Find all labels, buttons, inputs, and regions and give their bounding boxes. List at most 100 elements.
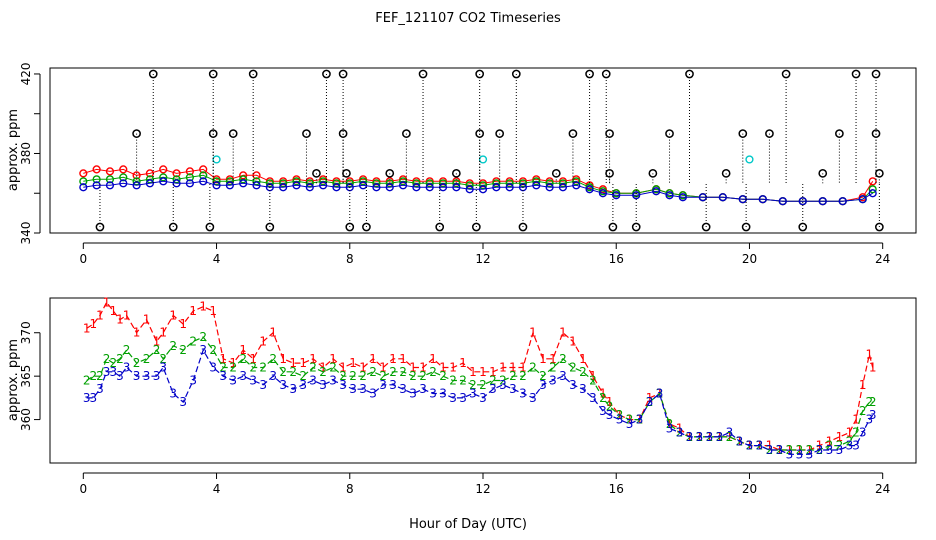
series-1-marker: 1 <box>852 413 860 427</box>
series-point <box>199 165 208 174</box>
series-point <box>105 175 115 184</box>
series-point <box>332 183 341 192</box>
outlier-point <box>302 129 311 138</box>
outlier-point <box>741 222 751 232</box>
outlier-point <box>385 169 395 178</box>
series-point <box>652 187 661 196</box>
series-point <box>119 173 128 182</box>
outlier-point <box>568 129 578 138</box>
series-1-marker: 1 <box>309 352 317 366</box>
series-point <box>572 177 581 186</box>
series-2-marker: 2 <box>123 343 131 357</box>
series-3-marker: 3 <box>859 426 867 440</box>
series-3-marker: 3 <box>599 404 607 418</box>
series-1-marker: 1 <box>329 352 337 366</box>
series-1-marker: 1 <box>676 421 684 435</box>
series-point <box>119 165 128 174</box>
series-point <box>319 177 328 186</box>
series-point <box>159 165 168 174</box>
series-1-marker: 1 <box>666 417 674 431</box>
series-3-marker: 3 <box>83 391 91 405</box>
bottom-x-tick-label: 4 <box>213 482 221 496</box>
series-line <box>83 174 874 202</box>
series-point <box>385 183 394 192</box>
outlier-point <box>342 169 351 178</box>
top-x-tick-label: 4 <box>213 252 221 266</box>
series-point <box>225 181 234 190</box>
series-2-marker: 2 <box>169 339 177 353</box>
series-1-marker: 1 <box>259 334 267 348</box>
series-1-marker: 1 <box>409 360 417 374</box>
series-2-marker: 2 <box>479 378 487 392</box>
series-1-marker: 1 <box>116 313 124 327</box>
series-2-marker: 2 <box>796 443 804 457</box>
series-point <box>818 197 827 206</box>
series-3-marker: 3 <box>646 395 654 409</box>
series-3-marker: 3 <box>479 391 487 405</box>
series-point <box>398 177 408 186</box>
series-point <box>239 179 248 188</box>
series-3-marker: 3 <box>229 374 237 388</box>
series-point <box>868 189 877 198</box>
series-point <box>292 177 301 186</box>
series-1-marker: 1 <box>836 430 844 444</box>
series-point <box>518 179 528 188</box>
series-point <box>412 179 421 188</box>
series-3-marker: 3 <box>289 382 297 396</box>
series-1-marker: 1 <box>469 365 477 379</box>
outlier-point <box>605 129 614 138</box>
series-1-marker: 1 <box>319 360 327 374</box>
series-point <box>698 193 707 202</box>
series-3-marker: 3 <box>349 382 357 396</box>
series-2-marker: 2 <box>269 352 277 366</box>
series-point <box>545 183 554 192</box>
outlier-point <box>871 69 881 79</box>
series-3-marker: 3 <box>469 387 477 401</box>
series-3-marker: 3 <box>549 374 557 388</box>
series-point <box>492 183 501 192</box>
series-1-marker: 1 <box>153 334 161 348</box>
series-3-marker: 3 <box>756 439 764 453</box>
series-2-marker: 2 <box>509 369 517 383</box>
outlier-point <box>835 129 844 138</box>
outlier-point <box>95 222 105 232</box>
series-3-marker: 3 <box>696 430 704 444</box>
series-point <box>332 179 341 188</box>
series-point <box>758 195 767 204</box>
series-2-marker: 2 <box>656 387 664 401</box>
series-3-marker: 3 <box>259 378 267 392</box>
series-1-marker: 1 <box>529 326 537 340</box>
top-x-tick-label: 12 <box>475 252 490 266</box>
series-3-marker: 3 <box>606 408 614 422</box>
outlier-point <box>362 222 371 232</box>
series-point <box>868 185 877 194</box>
series-3-marker: 3 <box>846 439 854 453</box>
series-point <box>185 179 194 188</box>
series-3-marker: 3 <box>189 374 197 388</box>
series-1-marker: 1 <box>159 326 167 340</box>
series-3-marker: 3 <box>299 378 307 392</box>
outlier-point <box>511 69 521 79</box>
series-2-marker: 2 <box>153 343 161 357</box>
series-point <box>778 197 787 206</box>
series-point <box>172 169 181 178</box>
outlier-point <box>851 69 861 79</box>
series-2-marker: 2 <box>369 365 377 379</box>
series-2-marker: 2 <box>219 360 227 374</box>
series-3-marker: 3 <box>736 434 744 448</box>
chart-title: FEF_121107 CO2 Timeseries <box>375 11 561 26</box>
series-1-marker: 1 <box>143 313 151 327</box>
outlier-point <box>228 129 238 138</box>
series-2-marker: 2 <box>852 426 860 440</box>
bottom-x-tick-label: 16 <box>609 482 624 496</box>
series-2-marker: 2 <box>259 360 267 374</box>
series-2-marker: 2 <box>776 443 784 457</box>
series-1-marker: 1 <box>379 360 387 374</box>
series-3-marker: 3 <box>836 443 844 457</box>
series-1-marker: 1 <box>826 434 834 448</box>
series-point <box>558 183 568 192</box>
series-point <box>79 169 88 178</box>
series-point <box>838 197 847 206</box>
series-point <box>678 193 687 202</box>
outlier-point <box>601 69 611 79</box>
